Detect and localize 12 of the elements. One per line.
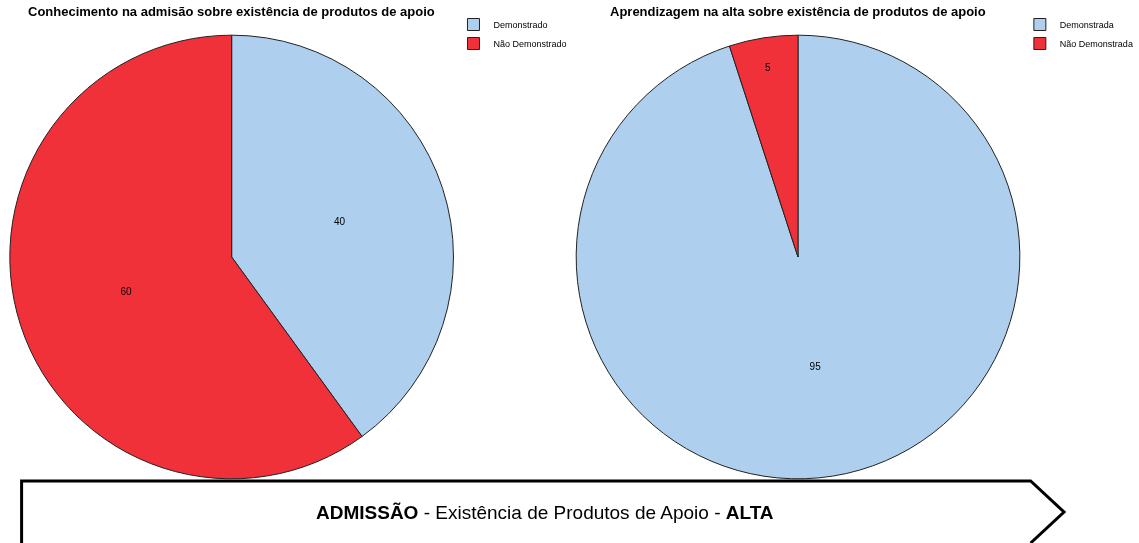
- pie-slice: [575, 34, 1021, 480]
- legend-label: Demonstrado: [493, 20, 548, 31]
- text: ADMISSÃO - Existência de Produtos de Apoio - ALTA: [316, 502, 774, 523]
- legend-label: Não Demonstrado: [493, 39, 567, 50]
- data-label: 40: [334, 216, 346, 228]
- data-label: 60: [120, 285, 132, 297]
- legend-label: Não Demonstrada: [1059, 39, 1133, 50]
- data-label: 95: [809, 361, 822, 373]
- legend-label: Demonstrada: [1059, 20, 1114, 31]
- data-label: 5: [765, 62, 771, 74]
- chart-title: Aprendizagem na alta sobre existência de produtos de apoio: [610, 4, 986, 19]
- chart-title: Conhecimento na admisão sobre existência de produtos de apoio: [28, 4, 435, 19]
